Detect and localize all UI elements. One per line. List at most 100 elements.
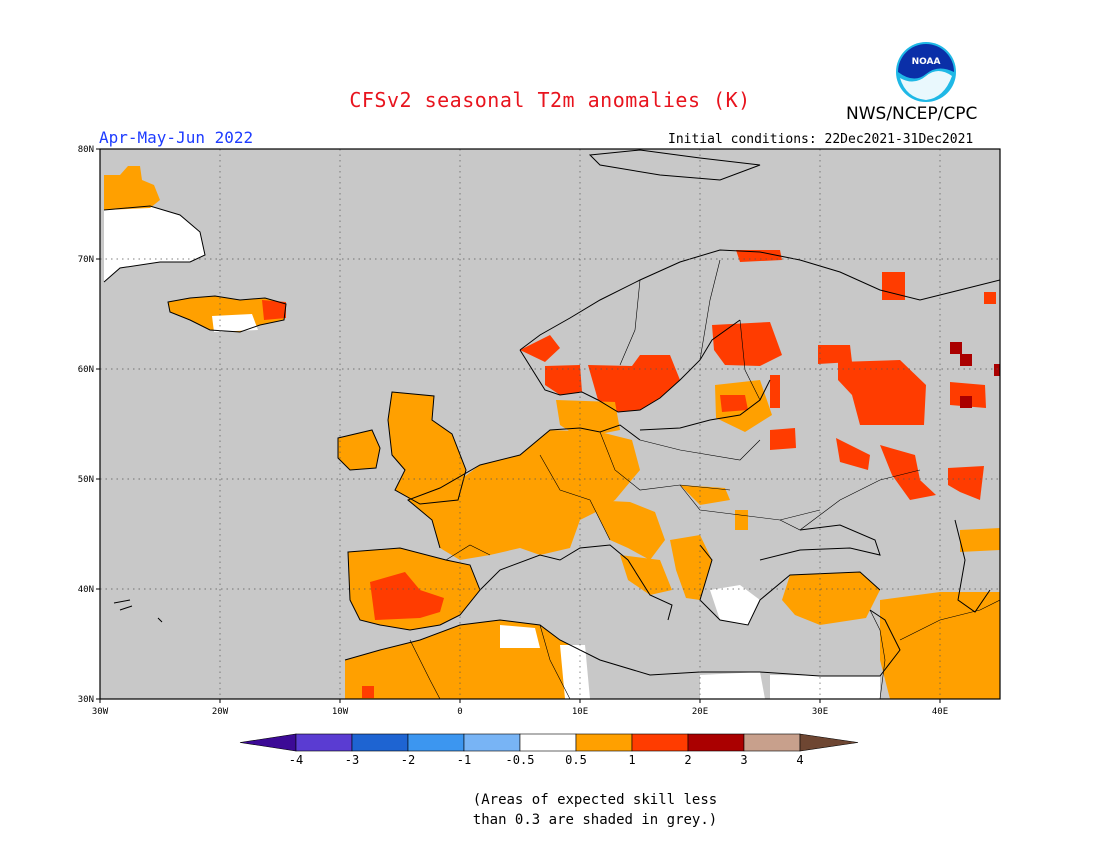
italy-orange (620, 555, 672, 595)
russia-north-red (882, 272, 905, 300)
iceland-red (262, 300, 286, 320)
colorbar-label: -3 (345, 753, 359, 767)
colorbar-label: 3 (740, 753, 747, 767)
border-france-germany (539, 454, 611, 541)
colorbar-bin (519, 733, 577, 752)
x-tick-label: 10E (572, 707, 588, 717)
footnote-line-1: (Areas of expected skill less (472, 792, 718, 808)
country-borders (409, 259, 1000, 699)
colorbar-bin (463, 733, 521, 752)
x-tick-label: 20E (692, 707, 708, 717)
color-bar: -4 -3 -2 -1 -0.5 0.5 1 2 3 4 (239, 733, 859, 767)
x-tick-label: 40E (932, 707, 948, 717)
coastlines (103, 149, 1000, 677)
colorbar-label: 4 (796, 753, 803, 767)
y-tick-label: 50N (78, 475, 94, 485)
x-tick-label: 10W (332, 707, 349, 717)
western-europe-orange (408, 430, 640, 560)
colorbar-label: 1 (628, 753, 635, 767)
norway-red (520, 335, 560, 362)
finland-red (712, 322, 782, 366)
y-tick-label: 30N (78, 695, 94, 705)
colorbar-bin (407, 733, 465, 752)
egypt-white (770, 675, 880, 699)
gridlines (100, 149, 1000, 699)
y-tick-label: 60N (78, 365, 94, 375)
atlantic-europe-coast (407, 424, 641, 549)
iceland-coast (167, 295, 287, 333)
border-morocco-algeria (409, 639, 441, 699)
iceland-orange (168, 296, 286, 332)
russia-red-4 (770, 428, 796, 450)
russia-red-7 (950, 382, 986, 408)
colorbar-high-arrow (799, 733, 859, 752)
axis-ticks: 30W 20W 10W 0 10E 20E 30E 40E 30N 40N 50N 60N 70N 80N (78, 145, 948, 717)
svalbard-coast (588, 149, 761, 181)
colorbar-bin (295, 733, 353, 752)
egypt-west-white (700, 672, 765, 699)
y-tick-label: 40N (78, 585, 94, 595)
ireland-orange (338, 430, 380, 470)
border-carpathian (679, 484, 821, 521)
colorbar-bin (575, 733, 633, 752)
border-germany-poland (599, 431, 731, 491)
iberia-red (370, 572, 444, 620)
y-tick-label: 80N (78, 145, 94, 155)
border-spain-france (445, 544, 491, 561)
south-norway-red (545, 365, 582, 395)
ireland-coast (337, 429, 381, 471)
border-ukraine-russia (779, 469, 921, 531)
britain-coast (387, 391, 467, 505)
colorbar-label: -4 (289, 753, 303, 767)
central-europe-orange (680, 485, 730, 505)
logo-text: NOAA (912, 57, 941, 67)
russia-red-2 (838, 360, 926, 425)
norway-arctic-coast (519, 249, 1000, 351)
colorbar-label: 2 (684, 753, 691, 767)
caspian-orange (960, 528, 1000, 552)
anomaly-map: 30W 20W 10W 0 10E 20E 30E 40E 30N 40N 50N 60N 70N 80N (78, 145, 1001, 717)
footnote-line-2: than 0.3 are shaded in grey.) (472, 812, 718, 828)
map-frame (99, 148, 1001, 700)
north-africa-coast (344, 609, 901, 677)
north-africa-red-cell (362, 686, 374, 698)
x-tick-label: 30E (812, 707, 828, 717)
x-tick-label: 20W (212, 707, 229, 717)
greenland-white (104, 206, 205, 282)
balkans-coast (699, 544, 881, 626)
russia-red-8 (948, 466, 984, 500)
azores-coast (113, 599, 163, 623)
north-africa-white (500, 625, 540, 648)
map-title: CFSv2 seasonal T2m anomalies (K) (349, 88, 751, 112)
y-tick-label: 70N (78, 255, 94, 265)
russia-red-9 (984, 292, 996, 304)
greenland-coast (103, 205, 206, 283)
baltic-coast (639, 379, 771, 431)
mediterranean-north-coast (479, 544, 673, 621)
russia-darkred-2 (960, 354, 972, 366)
colorbar-bin (687, 733, 745, 752)
baltic-red (720, 395, 748, 412)
russia-red-6 (880, 445, 936, 500)
turkey-orange (782, 572, 880, 625)
libya-white (560, 645, 590, 699)
iceland-white (212, 314, 258, 332)
greece-white (710, 585, 760, 625)
arctic-norway-red (736, 250, 782, 262)
initial-conditions-label: Initial conditions: 22Dec2021-31Dec2021 (668, 132, 974, 147)
scandinavia-south-coast (519, 319, 741, 413)
colorbar-bin (351, 733, 409, 752)
x-tick-label: 30W (92, 707, 109, 717)
noaa-logo: NOAA (896, 42, 956, 102)
russia-red-3 (770, 375, 780, 408)
organization-label: NWS/NCEP/CPC (846, 104, 978, 124)
iberia-coast (347, 547, 481, 631)
black-sea-coast (759, 524, 881, 561)
border-algeria-libya (539, 624, 571, 699)
x-tick-label: 0 (457, 707, 462, 717)
russia-red-5 (836, 438, 870, 470)
balkans-orange (670, 535, 712, 600)
colorbar-label: -0.5 (506, 753, 535, 767)
greenland-orange (104, 166, 160, 210)
border-finland-russia (739, 319, 761, 401)
